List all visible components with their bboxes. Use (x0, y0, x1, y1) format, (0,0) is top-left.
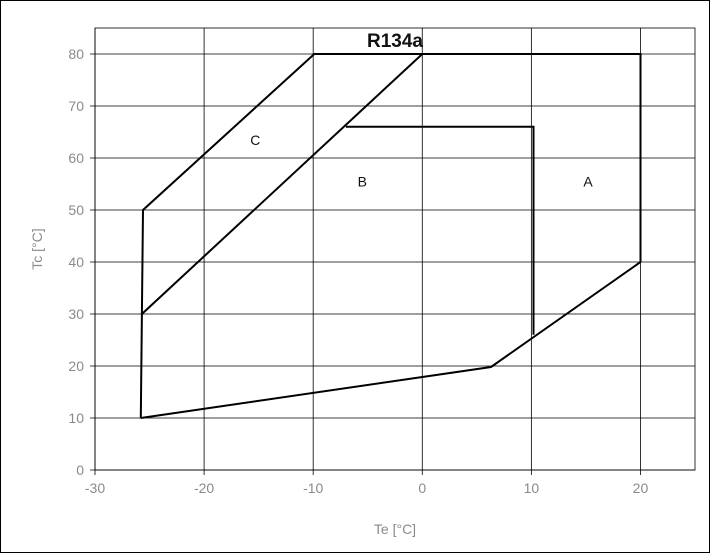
y-tick-label: 30 (68, 306, 84, 322)
region-label-c: C (250, 132, 260, 148)
y-tick-label: 40 (68, 254, 84, 270)
y-tick-label: 60 (68, 150, 84, 166)
y-tick-label: 10 (68, 410, 84, 426)
envelope-lines (139, 53, 642, 419)
x-tick-label: -10 (303, 480, 323, 496)
chart-title: R134a (367, 31, 423, 52)
x-tick-labels: -30 -20 -10 0 10 20 (85, 480, 649, 496)
envelope-line-a (139, 53, 642, 419)
x-tick-label: 10 (524, 480, 540, 496)
y-tick-label: 50 (68, 202, 84, 218)
envelope-line-b (345, 125, 535, 335)
x-tick-label: 0 (418, 480, 426, 496)
region-labels: A B C (250, 132, 593, 190)
y-axis-label: Tc [°C] (29, 228, 45, 269)
x-tick-label: 20 (633, 480, 649, 496)
x-axis-label: Te [°C] (374, 521, 416, 537)
region-label-a: A (583, 174, 593, 190)
y-tick-label: 0 (76, 462, 84, 478)
x-tick-label: -30 (85, 480, 105, 496)
y-tick-label: 20 (68, 358, 84, 374)
plot-border (94, 27, 696, 471)
x-tick-label: -20 (194, 480, 214, 496)
region-label-b: B (358, 174, 367, 190)
y-tick-label: 70 (68, 98, 84, 114)
y-tick-labels: 0 10 20 30 40 50 60 70 80 (68, 46, 84, 478)
y-tick-label: 80 (68, 46, 84, 62)
envelope-line-c (140, 53, 423, 315)
grid (90, 27, 696, 475)
